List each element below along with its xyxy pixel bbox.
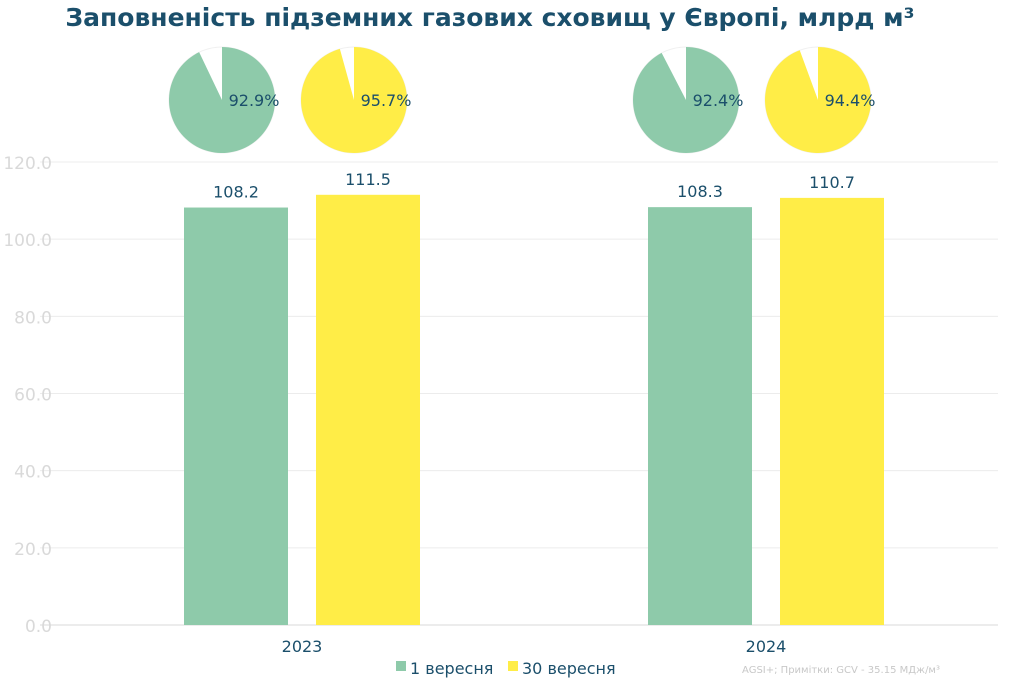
y-tick-label: 60.0 xyxy=(14,386,52,406)
pie-percent-label: 94.4% xyxy=(825,91,876,110)
x-tick-label: 2023 xyxy=(282,637,323,656)
bar xyxy=(648,207,752,625)
pie-charts: 92.9% 95.7% 92.4% 94.4% xyxy=(168,46,876,154)
pie-percent-label: 95.7% xyxy=(361,91,412,110)
y-axis-tick-labels: 0.0 20.0 40.0 60.0 80.0 100.0 120.0 xyxy=(3,154,52,637)
y-tick-label: 100.0 xyxy=(3,231,52,251)
chart-title: Заповненість підземних газових сховищ у … xyxy=(65,3,914,32)
x-axis-tick-labels: 2023 2024 xyxy=(282,637,787,656)
pie-filled-slice xyxy=(765,47,871,154)
bar-data-label: 108.3 xyxy=(677,182,723,201)
bars: 108.2 111.5 108.3 110.7 xyxy=(184,170,884,626)
bar-data-label: 111.5 xyxy=(345,170,391,189)
y-tick-label: 120.0 xyxy=(3,154,52,174)
pie-filled-slice xyxy=(633,47,740,153)
bar-data-label: 108.2 xyxy=(213,183,259,202)
legend-swatch-30-veresnia xyxy=(508,661,518,671)
legend-swatch-1-veresnia xyxy=(396,661,406,671)
pie-filled-slice xyxy=(300,47,407,154)
legend-label-30-veresnia: 30 вересня xyxy=(522,659,616,678)
y-tick-label: 80.0 xyxy=(14,308,52,328)
bar xyxy=(184,207,288,626)
legend-label-1-veresnia: 1 вересня xyxy=(410,659,493,678)
pie-percent-label: 92.9% xyxy=(229,91,280,110)
pie-filled-slice xyxy=(169,47,275,153)
legend: 1 вересня 30 вересня xyxy=(396,659,616,678)
x-tick-label: 2024 xyxy=(746,637,787,656)
y-tick-label: 20.0 xyxy=(14,540,52,560)
bar-data-label: 110.7 xyxy=(809,173,855,192)
pie-percent-label: 92.4% xyxy=(693,91,744,110)
bar xyxy=(316,194,420,625)
source-note: AGSI+; Примітки: GCV - 35.15 МДж/м³ xyxy=(742,664,940,676)
y-tick-label: 0.0 xyxy=(25,617,52,637)
bar xyxy=(780,197,884,625)
y-tick-label: 40.0 xyxy=(14,463,52,483)
